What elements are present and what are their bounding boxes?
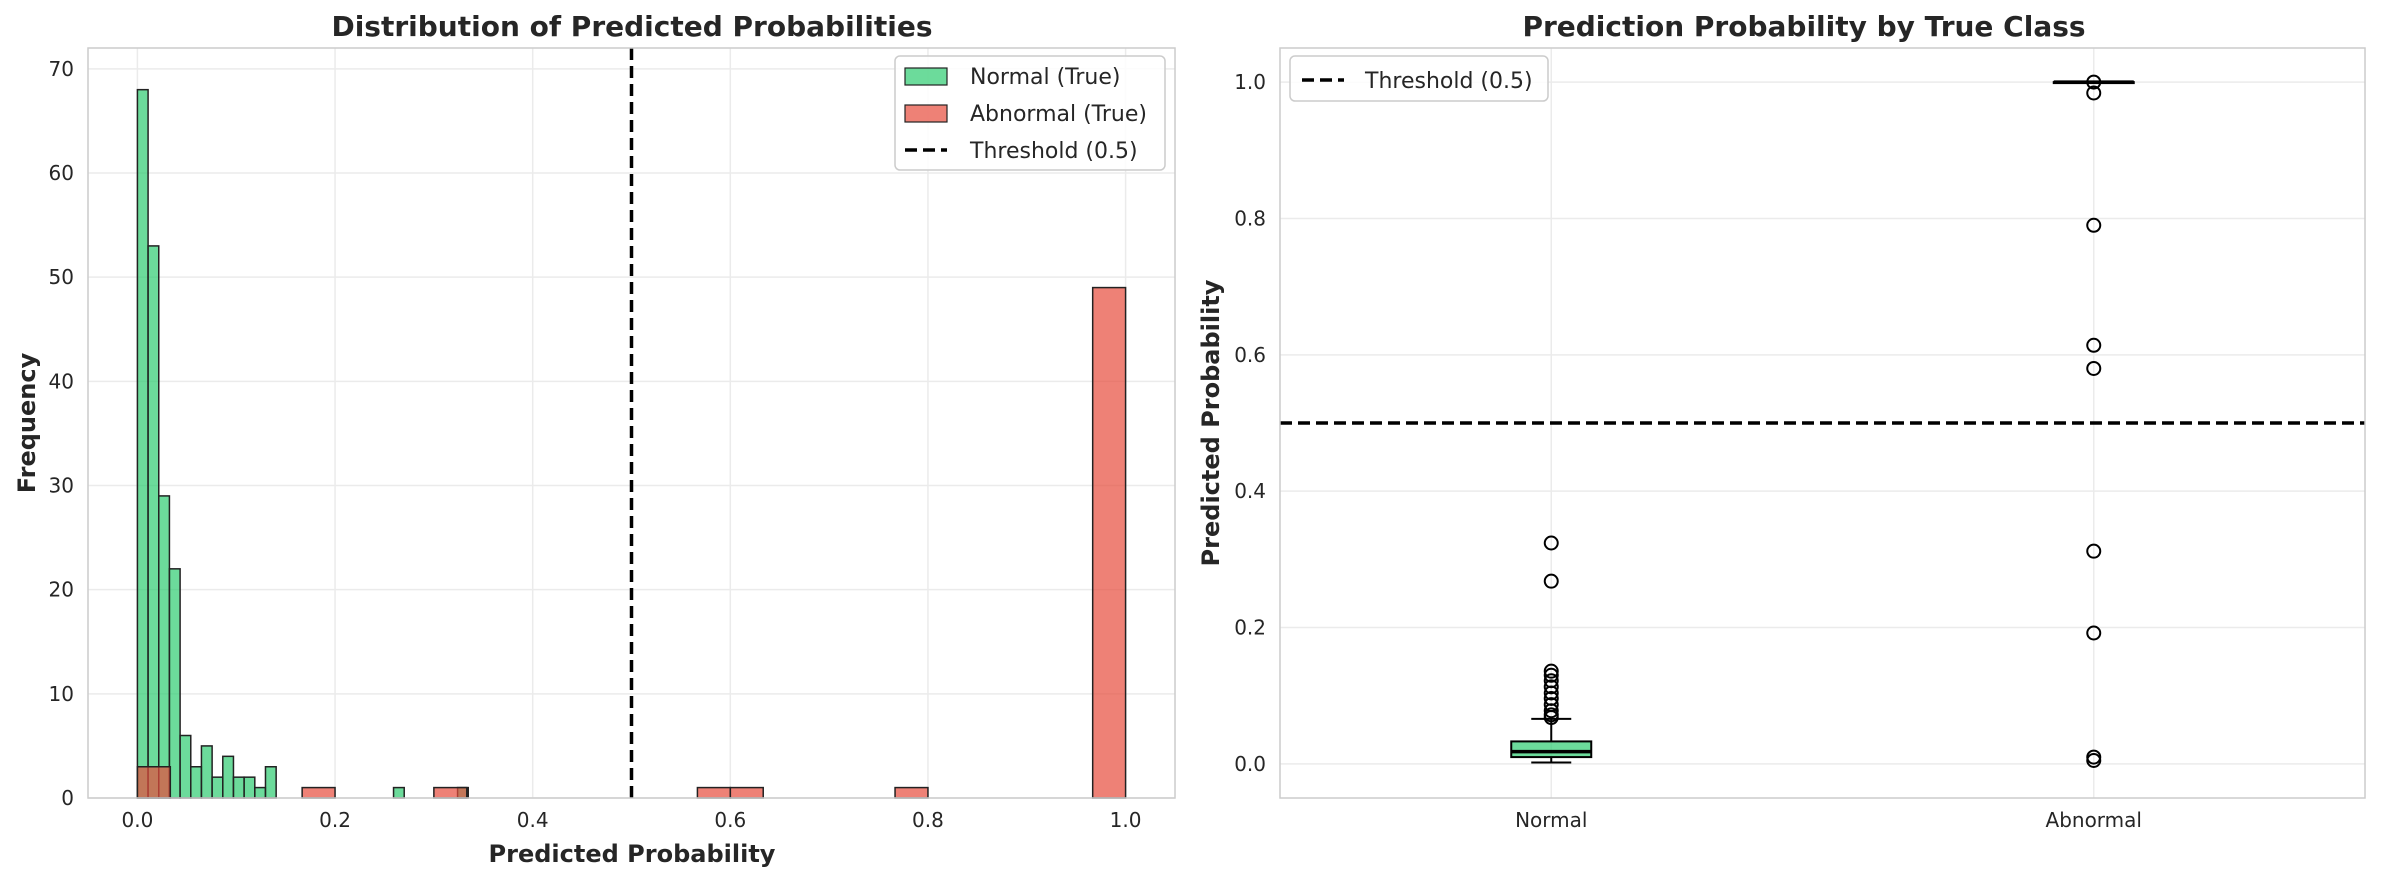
legend-label-abnormal: Abnormal (True) xyxy=(970,102,1147,127)
y-tick-label: 1.0 xyxy=(1234,70,1266,94)
legend-label-normal: Normal (True) xyxy=(970,65,1121,90)
legend-label-threshold: Threshold (0.5) xyxy=(1364,69,1533,94)
boxplot-legend: Threshold (0.5) xyxy=(1289,55,1549,102)
x-tick-label: 1.0 xyxy=(1110,808,1142,832)
normal-bar xyxy=(211,776,224,799)
outlier-point xyxy=(1543,667,1559,683)
abnormal-bar xyxy=(136,766,172,799)
x-tick-label: 0.0 xyxy=(122,808,154,832)
abnormal-bar xyxy=(696,786,732,799)
outlier-point xyxy=(2086,74,2102,90)
boxplot-y-axis-label: Predicted Probability xyxy=(1197,279,1225,566)
outlier-point xyxy=(1543,685,1559,701)
outlier-point xyxy=(1543,573,1559,589)
y-tick-label: 0.4 xyxy=(1234,479,1266,503)
histogram-y-axis-label: Frequency xyxy=(13,352,41,493)
normal-bar xyxy=(158,495,171,799)
histogram-frame xyxy=(87,47,1176,799)
x-tick-label: 0.4 xyxy=(517,808,549,832)
histogram-panel: Distribution of Predicted Probabilities … xyxy=(13,10,1176,868)
normal-bar xyxy=(392,786,405,799)
outlier-point xyxy=(1543,663,1559,679)
normal-bar xyxy=(200,745,213,799)
box-body xyxy=(1510,740,1593,759)
outlier-point xyxy=(2086,337,2102,353)
histogram-legend: Normal (True) Abnormal (True) Threshold … xyxy=(894,55,1166,171)
x-tick-label: 0.2 xyxy=(319,808,351,832)
normal-bar xyxy=(254,786,267,799)
legend-swatch-abnormal xyxy=(904,104,948,123)
y-tick-label: 0.6 xyxy=(1234,343,1266,367)
histogram-x-axis-label: Predicted Probability xyxy=(489,840,776,868)
outlier-point xyxy=(2086,543,2102,559)
outlier-point xyxy=(1543,679,1559,695)
box-abnormal xyxy=(2052,74,2135,768)
normal-bar xyxy=(222,755,235,799)
abnormal-bars xyxy=(136,286,1127,799)
y-tick-label: 30 xyxy=(49,474,74,498)
y-tick-label: 40 xyxy=(49,369,74,393)
boxplot-panel: Prediction Probability by True Class Nor… xyxy=(1197,10,2366,832)
abnormal-bar xyxy=(301,786,336,799)
y-tick-label: 10 xyxy=(49,682,74,706)
box-normal xyxy=(1510,535,1593,764)
boxplot-title: Prediction Probability by True Class xyxy=(1522,10,2085,43)
outlier-point xyxy=(2086,753,2102,768)
outlier-point xyxy=(2086,217,2102,233)
outlier-point xyxy=(2086,85,2102,101)
y-tick-label: 20 xyxy=(49,578,74,602)
normal-bar xyxy=(232,776,245,799)
y-tick-label: 0.2 xyxy=(1234,616,1266,640)
outlier-point xyxy=(2086,625,2102,641)
histogram-title: Distribution of Predicted Probabilities xyxy=(331,10,932,43)
legend-swatch-normal xyxy=(904,67,948,86)
normal-bar xyxy=(168,568,181,799)
normal-bar xyxy=(179,734,192,799)
x-tick-label: Normal xyxy=(1515,808,1587,832)
abnormal-bar xyxy=(1091,286,1127,799)
x-tick-label: 0.8 xyxy=(912,808,944,832)
legend-label-threshold: Threshold (0.5) xyxy=(969,139,1138,164)
normal-bar xyxy=(147,245,160,799)
outlier-point xyxy=(1543,703,1559,719)
y-tick-label: 50 xyxy=(49,265,74,289)
normal-bar xyxy=(136,88,149,799)
outlier-point xyxy=(1543,535,1559,551)
boxplot-frame xyxy=(1279,47,2366,799)
abnormal-bar xyxy=(894,786,929,799)
abnormal-bar xyxy=(729,786,764,799)
y-tick-label: 0.0 xyxy=(1234,752,1266,776)
y-tick-label: 0.8 xyxy=(1234,206,1266,230)
y-tick-label: 60 xyxy=(49,161,74,185)
outlier-point xyxy=(2086,360,2102,376)
x-tick-label: 0.6 xyxy=(714,808,746,832)
y-tick-label: 0 xyxy=(61,786,74,810)
normal-bar xyxy=(243,776,256,799)
normal-bar xyxy=(190,766,203,799)
y-tick-label: 70 xyxy=(49,57,74,81)
x-tick-label: Abnormal xyxy=(2046,808,2142,832)
outlier-point xyxy=(1543,710,1559,726)
normal-bar xyxy=(264,766,277,799)
abnormal-bar xyxy=(433,786,468,799)
